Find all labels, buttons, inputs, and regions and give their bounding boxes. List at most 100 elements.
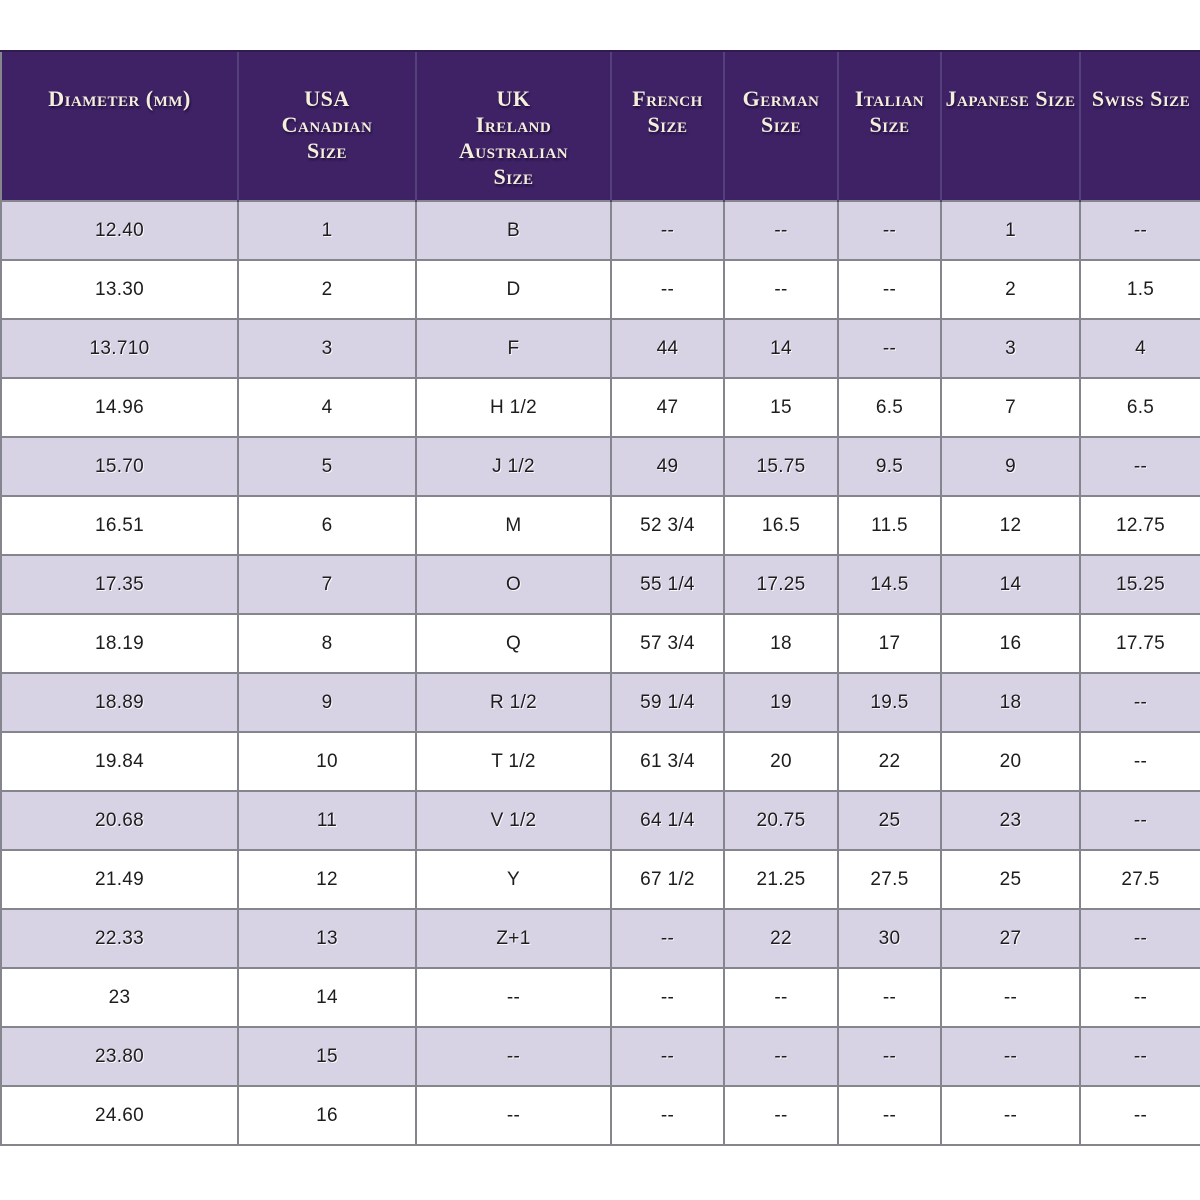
- table-row: 14.96 4 H 1/2 47 15 6.5 7 6.5: [0, 377, 1200, 438]
- table-cell-diameter_mm: 18.89: [0, 672, 239, 733]
- table-cell-japanese: 27: [940, 908, 1081, 969]
- table-row: 13.710 3 F 44 14 -- 3 4: [0, 318, 1200, 379]
- table-cell-german: 21.25: [723, 849, 839, 910]
- table-row: 21.49 12 Y 67 1/2 21.25 27.5 25 27.5: [0, 849, 1200, 910]
- table-cell-french: 57 3/4: [610, 613, 725, 674]
- table-cell-diameter_mm: 19.84: [0, 731, 239, 792]
- table-row: 24.60 16 -- -- -- -- -- --: [0, 1085, 1200, 1146]
- table-cell-uk_ireland_australian: F: [415, 318, 612, 379]
- table-cell-diameter_mm: 21.49: [0, 849, 239, 910]
- table-cell-uk_ireland_australian: --: [415, 1026, 612, 1087]
- table-cell-italian: 22: [837, 731, 942, 792]
- table-row: 20.68 11 V 1/2 64 1/4 20.75 25 23 --: [0, 790, 1200, 851]
- column-header-french: French Size: [610, 50, 724, 201]
- table-cell-usa_canadian: 5: [237, 436, 417, 497]
- table-cell-german: 15.75: [723, 436, 839, 497]
- table-row: 15.70 5 J 1/2 49 15.75 9.5 9 --: [0, 436, 1200, 497]
- table-cell-japanese: 1: [940, 200, 1081, 261]
- table-cell-french: 64 1/4: [610, 790, 725, 851]
- table-cell-german: 17.25: [723, 554, 839, 615]
- table-row: 18.19 8 Q 57 3/4 18 17 16 17.75: [0, 613, 1200, 674]
- table-row: 16.51 6 M 52 3/4 16.5 11.5 12 12.75: [0, 495, 1200, 556]
- table-cell-japanese: 3: [940, 318, 1081, 379]
- table-row: 12.40 1 B -- -- -- 1 --: [0, 200, 1200, 261]
- table-cell-japanese: 7: [940, 377, 1081, 438]
- table-body: 12.40 1 B -- -- -- 1 -- 13.30 2 D -- -- -- 2 1.5 13.710 3…: [0, 200, 1200, 1146]
- table-cell-german: 14: [723, 318, 839, 379]
- table-cell-italian: --: [837, 318, 942, 379]
- table-cell-uk_ireland_australian: B: [415, 200, 612, 261]
- table-cell-italian: 30: [837, 908, 942, 969]
- table-cell-diameter_mm: 23: [0, 967, 239, 1028]
- column-header-line: French: [632, 86, 703, 111]
- table-cell-italian: --: [837, 259, 942, 320]
- table-cell-german: 20.75: [723, 790, 839, 851]
- table-cell-italian: 11.5: [837, 495, 942, 556]
- table-cell-diameter_mm: 15.70: [0, 436, 239, 497]
- table-cell-german: 16.5: [723, 495, 839, 556]
- table-row: 13.30 2 D -- -- -- 2 1.5: [0, 259, 1200, 320]
- table-cell-german: --: [723, 259, 839, 320]
- table-cell-uk_ireland_australian: V 1/2: [415, 790, 612, 851]
- table-cell-uk_ireland_australian: Z+1: [415, 908, 612, 969]
- table-cell-diameter_mm: 17.35: [0, 554, 239, 615]
- column-header-line: Italian: [854, 86, 925, 111]
- table-cell-french: --: [610, 967, 725, 1028]
- column-header-line: Canadian: [281, 112, 373, 137]
- column-header-line: German: [742, 86, 820, 111]
- column-header-italian: Italian Size: [837, 50, 941, 201]
- table-row: 23 14 -- -- -- -- -- --: [0, 967, 1200, 1028]
- table-cell-swiss: 12.75: [1079, 495, 1200, 556]
- column-header-line: Size: [306, 138, 348, 163]
- table-cell-italian: --: [837, 967, 942, 1028]
- table-cell-usa_canadian: 6: [237, 495, 417, 556]
- table-cell-french: --: [610, 908, 725, 969]
- table-cell-french: --: [610, 259, 725, 320]
- table-cell-swiss: --: [1079, 908, 1200, 969]
- table-cell-diameter_mm: 22.33: [0, 908, 239, 969]
- table-cell-german: --: [723, 1026, 839, 1087]
- table-cell-uk_ireland_australian: Q: [415, 613, 612, 674]
- column-header-usa_canadian: USA Canadian Size: [237, 50, 416, 201]
- table-cell-diameter_mm: 24.60: [0, 1085, 239, 1146]
- table-cell-japanese: 20: [940, 731, 1081, 792]
- table-cell-french: --: [610, 1026, 725, 1087]
- table-cell-swiss: --: [1079, 200, 1200, 261]
- table-cell-italian: 6.5: [837, 377, 942, 438]
- column-header-line: Size: [869, 112, 910, 137]
- table-cell-swiss: --: [1079, 672, 1200, 733]
- table-cell-japanese: --: [940, 1026, 1081, 1087]
- table-cell-diameter_mm: 13.30: [0, 259, 239, 320]
- table-cell-diameter_mm: 23.80: [0, 1026, 239, 1087]
- table-cell-swiss: --: [1079, 731, 1200, 792]
- table-cell-diameter_mm: 18.19: [0, 613, 239, 674]
- table-cell-swiss: --: [1079, 790, 1200, 851]
- table-cell-swiss: 15.25: [1079, 554, 1200, 615]
- column-header-line: Ireland: [475, 112, 552, 137]
- table-cell-french: 55 1/4: [610, 554, 725, 615]
- table-cell-usa_canadian: 4: [237, 377, 417, 438]
- column-header-uk_ireland_australian: UK Ireland Australian Size: [415, 50, 611, 201]
- table-cell-italian: 19.5: [837, 672, 942, 733]
- table-cell-german: --: [723, 967, 839, 1028]
- table-row: 22.33 13 Z+1 -- 22 30 27 --: [0, 908, 1200, 969]
- table-cell-japanese: 9: [940, 436, 1081, 497]
- table-cell-swiss: 27.5: [1079, 849, 1200, 910]
- table-cell-usa_canadian: 9: [237, 672, 417, 733]
- table-cell-usa_canadian: 8: [237, 613, 417, 674]
- table-cell-german: 15: [723, 377, 839, 438]
- column-header-line: Swiss Size: [1091, 86, 1191, 111]
- column-header-line: Japanese Size: [945, 86, 1076, 111]
- table-cell-french: --: [610, 200, 725, 261]
- table-cell-usa_canadian: 2: [237, 259, 417, 320]
- table-cell-japanese: 25: [940, 849, 1081, 910]
- table-cell-uk_ireland_australian: R 1/2: [415, 672, 612, 733]
- table-cell-usa_canadian: 15: [237, 1026, 417, 1087]
- table-cell-japanese: 2: [940, 259, 1081, 320]
- table-cell-french: --: [610, 1085, 725, 1146]
- table-cell-usa_canadian: 12: [237, 849, 417, 910]
- table-cell-uk_ireland_australian: --: [415, 1085, 612, 1146]
- table-cell-diameter_mm: 13.710: [0, 318, 239, 379]
- table-cell-japanese: 14: [940, 554, 1081, 615]
